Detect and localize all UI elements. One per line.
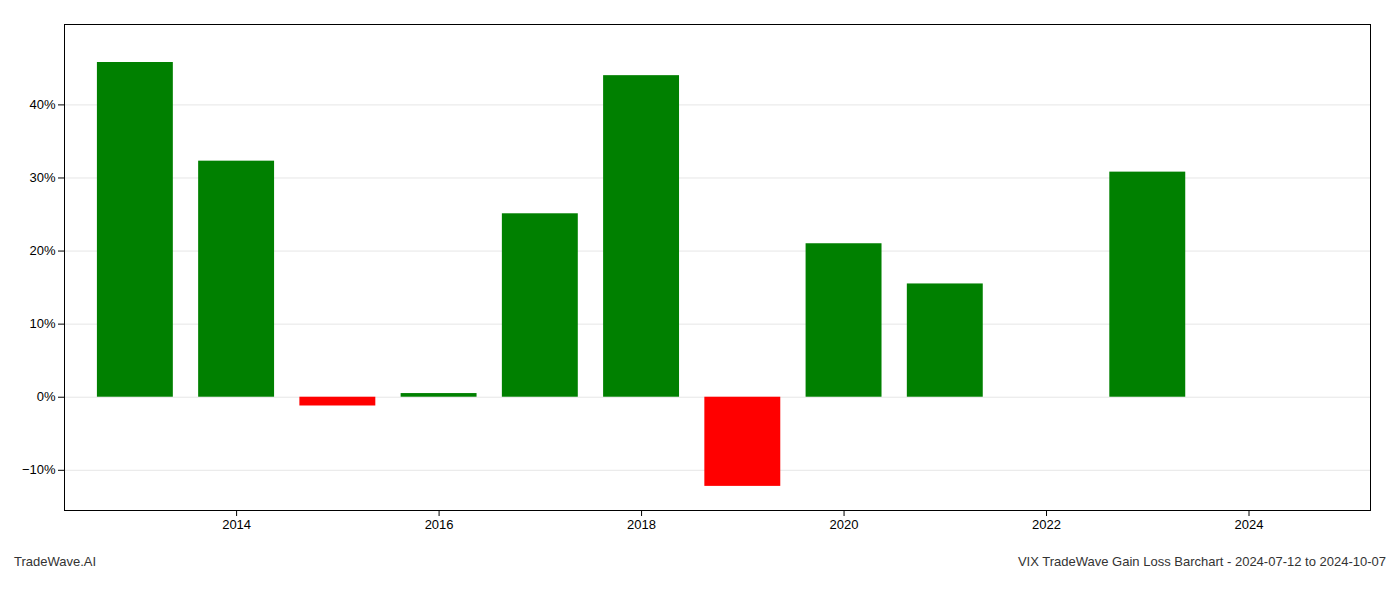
html-text:TradeWave.AI: TradeWave.AI — [14, 554, 97, 569]
svg-text:2024: 2024 — [1235, 517, 1264, 532]
svg-text:30%: 30% — [29, 170, 55, 185]
svg-text:2022: 2022 — [1032, 517, 1061, 532]
svg-text:−10%: −10% — [22, 462, 56, 477]
svg-text:40%: 40% — [29, 97, 55, 112]
html-text:VIX TradeWave Gain Loss Barcha: VIX TradeWave Gain Loss Barchart - 2024-… — [1017, 554, 1386, 569]
svg-text:10%: 10% — [29, 316, 55, 331]
svg-text:2018: 2018 — [627, 517, 656, 532]
svg-text:2020: 2020 — [830, 517, 859, 532]
svg-text:2014: 2014 — [222, 517, 251, 532]
svg-text:20%: 20% — [29, 243, 55, 258]
svg-text:0%: 0% — [37, 389, 56, 404]
svg-text:2016: 2016 — [425, 517, 454, 532]
